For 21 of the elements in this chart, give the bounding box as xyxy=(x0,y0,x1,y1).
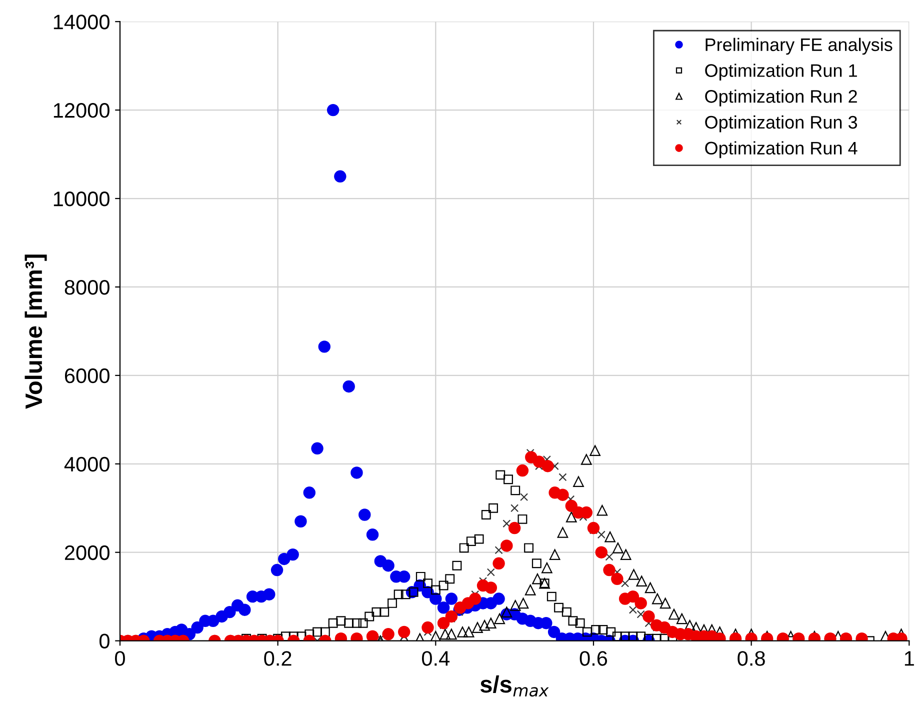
legend-label: Preliminary FE analysis xyxy=(706,38,892,55)
y-tick-label: 14000 xyxy=(54,14,110,30)
y-tick-label: 4000 xyxy=(64,456,110,472)
y-tick-label: 2000 xyxy=(64,545,110,560)
y-tick-label: 8000 xyxy=(64,280,110,295)
x-tick-label: 0.8 xyxy=(738,651,765,666)
y-axis-title: Volume [mm³] xyxy=(24,254,47,409)
x-tick-label: 0 xyxy=(115,651,125,666)
x-axis-title: s/s$_{max}$ xyxy=(480,675,549,697)
legend-label: Optimization Run 3 xyxy=(705,115,858,132)
y-tick-label: 10000 xyxy=(54,192,110,206)
y-tick-label: 0 xyxy=(99,634,110,649)
legend-label: Optimization Run 2 xyxy=(705,90,857,106)
legend-label: Optimization Run 1 xyxy=(705,64,857,81)
y-tick-label: 12000 xyxy=(54,103,110,118)
x-tick-label: 1 xyxy=(904,651,914,666)
legend-label: Optimization Run 4 xyxy=(705,141,858,158)
x-tick-label: 0.4 xyxy=(422,651,450,666)
x-tick-label: 0.6 xyxy=(580,651,608,666)
x-tick-label: 0.2 xyxy=(264,651,292,666)
y-tick-label: 6000 xyxy=(64,368,110,384)
